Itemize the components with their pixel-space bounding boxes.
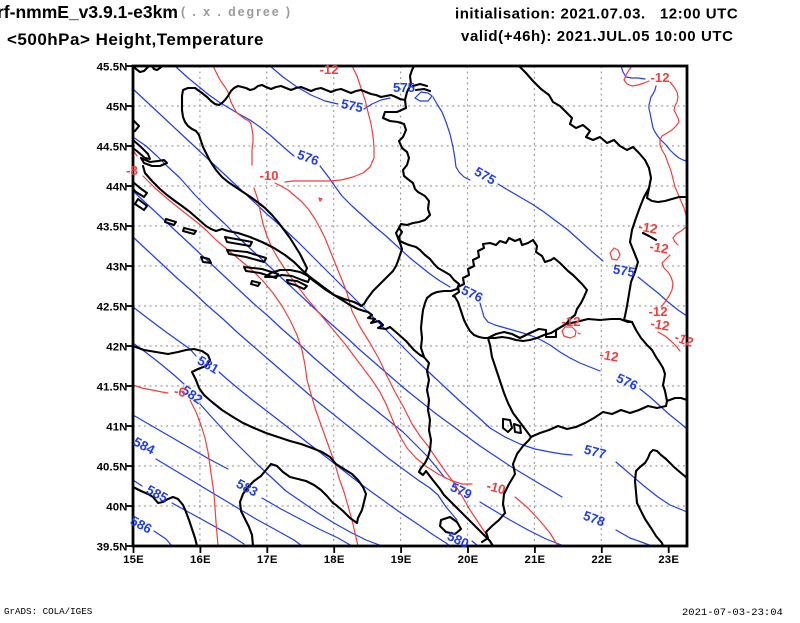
svg-text:577: 577: [583, 442, 608, 462]
svg-text:-12: -12: [648, 239, 669, 257]
svg-text:initialisation: 2021.07.03.: initialisation: 2021.07.03. 12:00 UTC: [455, 6, 738, 23]
svg-text:-10: -10: [485, 478, 507, 497]
svg-text:42.5N: 42.5N: [97, 302, 128, 314]
svg-text:-12: -12: [319, 62, 338, 77]
svg-text:40N: 40N: [106, 502, 127, 514]
svg-text:valid(+46h): 2021.JUL.05 10:00: valid(+46h): 2021.JUL.05 10:00 UTC: [461, 28, 734, 45]
svg-text:45.5N: 45.5N: [97, 62, 128, 74]
svg-text:575: 575: [393, 80, 415, 95]
svg-text:22E: 22E: [591, 554, 612, 566]
svg-text:<500hPa> Height,Temperature: <500hPa> Height,Temperature: [7, 30, 264, 49]
svg-text:41.5N: 41.5N: [97, 382, 128, 394]
svg-text:-10: -10: [259, 168, 278, 183]
svg-text:42N: 42N: [106, 342, 127, 354]
svg-text:45N: 45N: [106, 102, 127, 114]
svg-text:-12: -12: [649, 316, 670, 334]
svg-text:43N: 43N: [106, 262, 127, 274]
svg-text:39.5N: 39.5N: [97, 542, 128, 554]
svg-text:17E: 17E: [257, 554, 278, 566]
svg-text:44N: 44N: [106, 182, 127, 194]
svg-text:20E: 20E: [458, 554, 479, 566]
svg-text:rf-nmmE_v3.9.1-e3km: rf-nmmE_v3.9.1-e3km: [0, 2, 178, 22]
svg-text:18E: 18E: [324, 554, 345, 566]
svg-text:21E: 21E: [524, 554, 545, 566]
svg-text:GrADS: COLA/IGES: GrADS: COLA/IGES: [4, 606, 93, 617]
svg-text:15E: 15E: [123, 554, 144, 566]
svg-text:-12: -12: [598, 347, 619, 365]
svg-text:-12: -12: [650, 70, 669, 85]
svg-text:578: 578: [581, 508, 607, 530]
svg-text:( . x . degree ): ( . x . degree ): [181, 5, 292, 19]
svg-text:-8: -8: [126, 163, 138, 178]
svg-text:-12: -12: [561, 314, 580, 329]
svg-text:576: 576: [295, 147, 321, 169]
svg-text:19E: 19E: [391, 554, 412, 566]
svg-text:44.5N: 44.5N: [97, 142, 128, 154]
svg-text:2021-07-03-23:04: 2021-07-03-23:04: [682, 607, 783, 618]
svg-text:575: 575: [340, 96, 365, 115]
svg-text:16E: 16E: [190, 554, 211, 566]
svg-text:23E: 23E: [658, 554, 679, 566]
svg-text:-6: -6: [173, 383, 187, 400]
svg-text:-12: -12: [673, 329, 696, 350]
svg-text:575: 575: [612, 261, 636, 280]
svg-text:40.5N: 40.5N: [97, 462, 128, 474]
svg-text:41N: 41N: [106, 422, 127, 434]
svg-text:43.5N: 43.5N: [97, 222, 128, 234]
svg-text:-12: -12: [637, 219, 658, 237]
svg-text:-12: -12: [648, 304, 667, 319]
